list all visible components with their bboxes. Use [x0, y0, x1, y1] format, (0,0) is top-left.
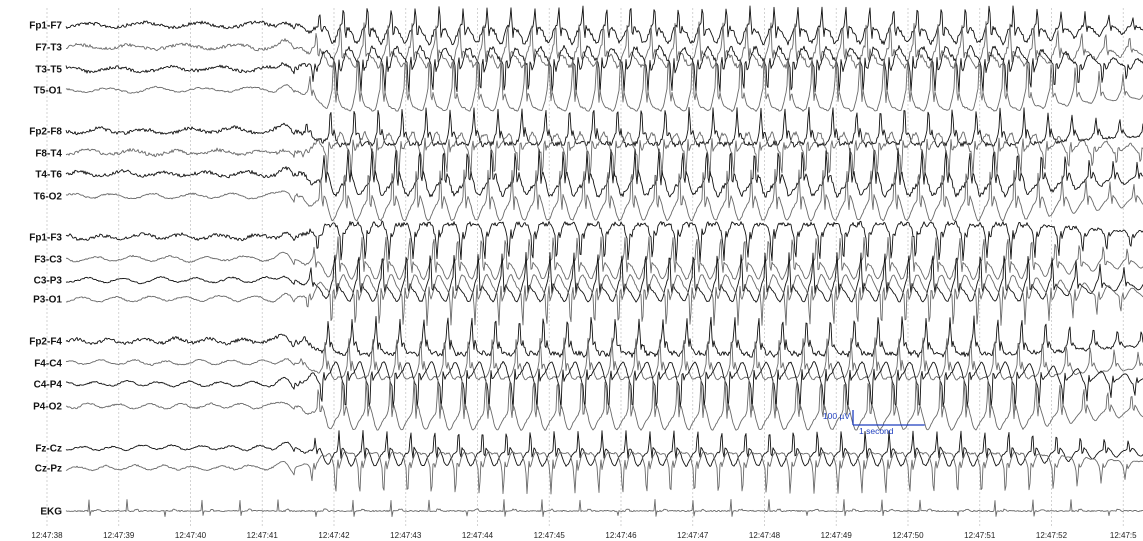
eeg-trace [65, 168, 1143, 222]
time-axis: 12:47:38 12:47:39 12:47:40 12:47:41 12:47:42… [31, 531, 1137, 540]
channel-labels: Fp1-F7 F7-T3 T3-T5 T5-O1 Fp2-F8 F8-T4 T4-T6 T6-… [29, 21, 62, 518]
eeg-trace [65, 236, 1143, 281]
time-tick-label: 12:47:5 [1110, 531, 1137, 540]
time-tick-label: 12:47:39 [103, 531, 135, 540]
eeg-traces [65, 5, 1143, 518]
eeg-trace [65, 251, 1143, 303]
time-tick-label: 12:47:46 [605, 531, 637, 540]
time-tick-label: 12:47:50 [892, 531, 924, 540]
channel-label: Cz-Pz [35, 464, 62, 475]
channel-label: P4-O2 [33, 402, 62, 413]
channel-label: C4-P4 [34, 380, 63, 391]
time-tick-label: 12:47:42 [318, 531, 350, 540]
time-tick-label: 12:47:49 [821, 531, 853, 540]
scale-bar-amplitude-label: 100 µV [823, 411, 850, 421]
channel-label: F7-T3 [35, 43, 62, 54]
channel-label: F3-C3 [34, 255, 62, 266]
eeg-trace [65, 106, 1143, 148]
time-tick-label: 12:47:44 [462, 531, 494, 540]
time-tick-label: 12:47:45 [534, 531, 566, 540]
channel-label: Fz-Cz [35, 444, 62, 455]
eeg-trace [65, 56, 1143, 113]
time-tick-label: 12:47:48 [749, 531, 781, 540]
channel-label: Fp2-F4 [29, 337, 62, 348]
scale-bar: 100 µV 1 second [823, 410, 925, 436]
eeg-trace [65, 377, 1143, 431]
eeg-trace [65, 361, 1143, 412]
time-tick-label: 12:47:40 [175, 531, 207, 540]
time-tick-label: 12:47:47 [677, 531, 709, 540]
eeg-trace [65, 44, 1143, 96]
time-tick-label: 12:47:52 [1036, 531, 1068, 540]
time-tick-label: 12:47:38 [31, 531, 63, 540]
eeg-trace [65, 220, 1143, 263]
channel-label: Fp1-F7 [29, 21, 62, 32]
eeg-trace [65, 273, 1143, 327]
channel-label: T3-T5 [35, 65, 62, 76]
channel-label: F4-C4 [34, 359, 62, 370]
time-tick-label: 12:47:43 [390, 531, 422, 540]
eeg-trace [65, 147, 1143, 198]
eeg-trace [65, 315, 1143, 358]
channel-label: T5-O1 [34, 86, 63, 97]
channel-label: Fp2-F8 [29, 127, 62, 138]
eeg-trace [65, 430, 1143, 467]
eeg-trace [65, 5, 1143, 46]
channel-label: P3-O1 [33, 295, 62, 306]
channel-label: T4-T6 [35, 170, 62, 181]
time-tick-label: 12:47:51 [964, 531, 996, 540]
channel-label: C3-P3 [34, 276, 63, 287]
channel-label: Fp1-F3 [29, 233, 62, 244]
scale-bar-time-label: 1 second [859, 426, 894, 436]
eeg-trace [65, 130, 1143, 178]
channel-label: EKG [40, 507, 62, 518]
channel-label: T6-O2 [34, 192, 63, 203]
eeg-trace [65, 21, 1143, 70]
time-tick-label: 12:47:41 [247, 531, 279, 540]
eeg-trace [65, 498, 1143, 518]
channel-label: F8-T4 [35, 149, 62, 160]
eeg-trace [65, 451, 1143, 495]
